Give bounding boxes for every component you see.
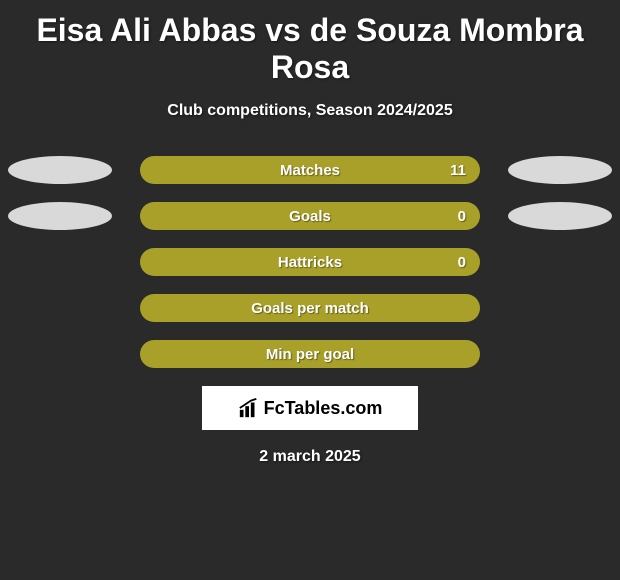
logo-text: FcTables.com bbox=[264, 398, 383, 419]
stat-bar-goals-per-match: Goals per match bbox=[140, 294, 480, 322]
stat-value: 0 bbox=[458, 254, 466, 271]
stat-row: Goals 0 bbox=[0, 202, 620, 230]
stat-label: Hattricks bbox=[278, 254, 342, 271]
page-title: Eisa Ali Abbas vs de Souza Mombra Rosa bbox=[0, 0, 620, 86]
stat-label: Matches bbox=[280, 162, 340, 179]
stat-row: Hattricks 0 bbox=[0, 248, 620, 276]
stat-bar-hattricks: Hattricks 0 bbox=[140, 248, 480, 276]
stat-row: Goals per match bbox=[0, 294, 620, 322]
right-ellipse bbox=[508, 202, 612, 230]
stat-label: Goals bbox=[289, 208, 331, 225]
right-ellipse bbox=[508, 156, 612, 184]
date-label: 2 march 2025 bbox=[0, 448, 620, 466]
stat-value: 11 bbox=[450, 162, 466, 179]
stat-bar-min-per-goal: Min per goal bbox=[140, 340, 480, 368]
chart-icon bbox=[238, 397, 260, 419]
left-ellipse bbox=[8, 202, 112, 230]
left-ellipse bbox=[8, 156, 112, 184]
logo: FcTables.com bbox=[238, 397, 383, 419]
stat-bar-matches: Matches 11 bbox=[140, 156, 480, 184]
stat-value: 0 bbox=[458, 208, 466, 225]
stat-label: Goals per match bbox=[251, 300, 369, 317]
page-subtitle: Club competitions, Season 2024/2025 bbox=[0, 102, 620, 120]
stat-label: Min per goal bbox=[266, 346, 354, 363]
stats-container: Matches 11 Goals 0 Hattricks 0 Goals per… bbox=[0, 156, 620, 368]
stat-row: Matches 11 bbox=[0, 156, 620, 184]
stat-bar-goals: Goals 0 bbox=[140, 202, 480, 230]
stat-row: Min per goal bbox=[0, 340, 620, 368]
logo-box: FcTables.com bbox=[202, 386, 418, 430]
